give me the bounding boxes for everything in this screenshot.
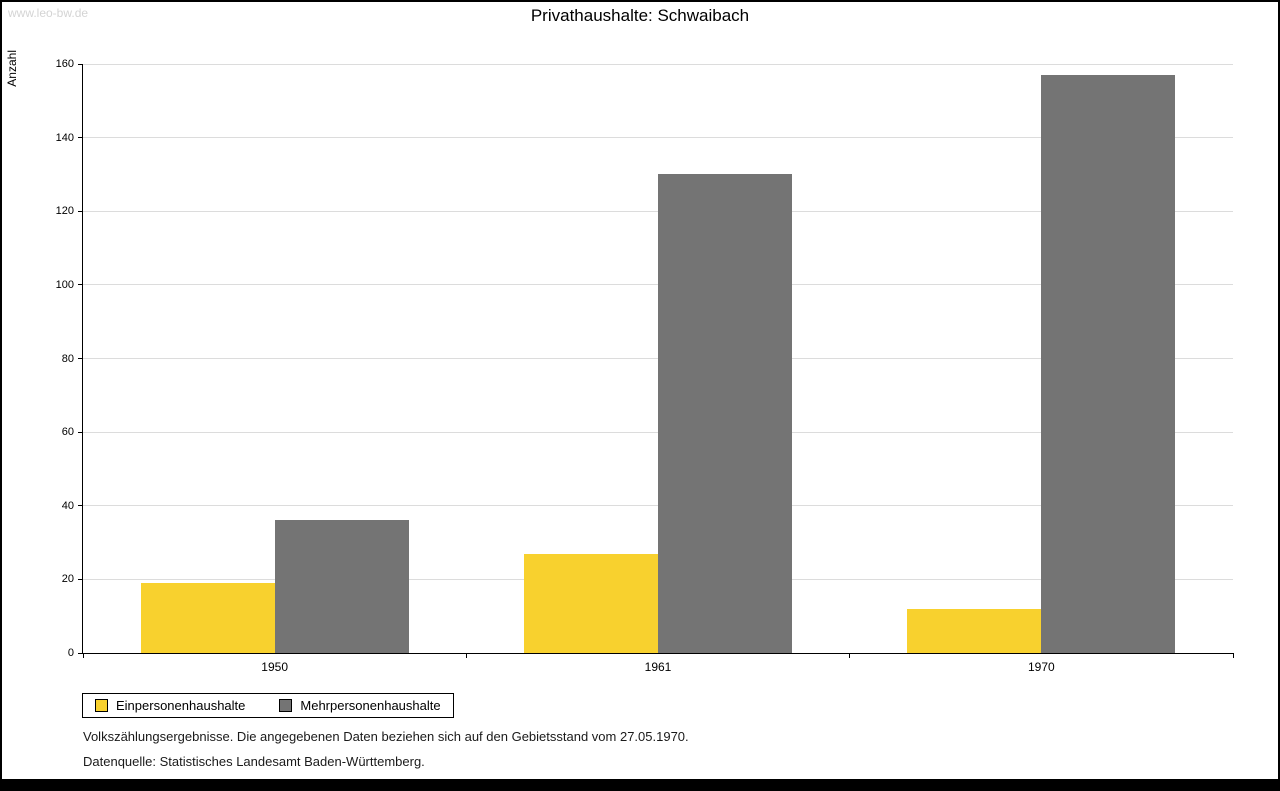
legend-swatch — [95, 699, 108, 712]
y-tick-mark — [78, 652, 83, 654]
footnote-census: Volkszählungsergebnisse. Die angegebenen… — [83, 729, 689, 744]
x-tick-label: 1970 — [1027, 660, 1055, 674]
bar — [658, 174, 792, 653]
legend: Einpersonenhaushalte Mehrpersonenhaushalt… — [82, 693, 454, 718]
y-tick-mark — [78, 578, 83, 580]
y-tick-mark — [78, 210, 83, 212]
bar — [907, 608, 1042, 653]
y-axis-label: Anzahl — [5, 50, 19, 87]
y-tick-mark — [78, 284, 83, 286]
bars — [83, 64, 1233, 653]
x-tick-mark — [849, 653, 851, 658]
y-tick-mark — [78, 431, 83, 433]
y-tick-label: 100 — [55, 278, 74, 291]
bar — [1041, 75, 1176, 653]
x-tick-mark — [465, 653, 467, 658]
bar — [140, 583, 275, 653]
x-tick-mark — [82, 653, 84, 658]
bottom-border-band — [2, 779, 1278, 789]
y-tick-label: 0 — [67, 647, 74, 659]
y-tick-label: 160 — [55, 58, 74, 70]
bar — [524, 553, 658, 653]
plot-area: 0 20 40 60 80 100 120 140 160 1950 1961 1970 — [56, 58, 1234, 674]
y-tick-mark — [78, 63, 83, 65]
x-tick-mark — [1232, 653, 1234, 658]
y-tick-label: 40 — [61, 499, 74, 512]
y-tick-label: 120 — [55, 205, 74, 218]
y-tick-label: 80 — [61, 352, 74, 365]
footnote-source: Datenquelle: Statistisches Landesamt Bad… — [83, 754, 425, 769]
y-tick-mark — [78, 358, 83, 359]
legend-entry: Einpersonenhaushalte — [95, 698, 245, 713]
legend-label: Mehrpersonenhaushalte — [300, 698, 441, 713]
chart-title: Privathaushalte: Schwaibach — [530, 6, 750, 25]
legend-swatch — [279, 699, 293, 712]
x-tick-label: 1961 — [644, 660, 672, 674]
y-tick-label: 140 — [55, 131, 74, 144]
legend-entry: Mehrpersonenhaushalte — [279, 698, 441, 713]
watermark: www.leo-bw.de — [8, 6, 89, 20]
gridline — [83, 137, 1233, 139]
y-tick-mark — [78, 137, 83, 139]
legend-label: Einpersonenhaushalte — [116, 698, 246, 713]
y-tick-label: 20 — [61, 573, 74, 586]
y-tick-label: 60 — [61, 426, 74, 439]
x-tick-label: 1950 — [261, 660, 288, 674]
y-tick-mark — [78, 505, 83, 507]
gridline — [83, 63, 1233, 65]
bar — [274, 520, 409, 653]
axis-decorations: 0 20 40 60 80 100 120 140 160 1950 1961 1970 — [56, 58, 1234, 674]
